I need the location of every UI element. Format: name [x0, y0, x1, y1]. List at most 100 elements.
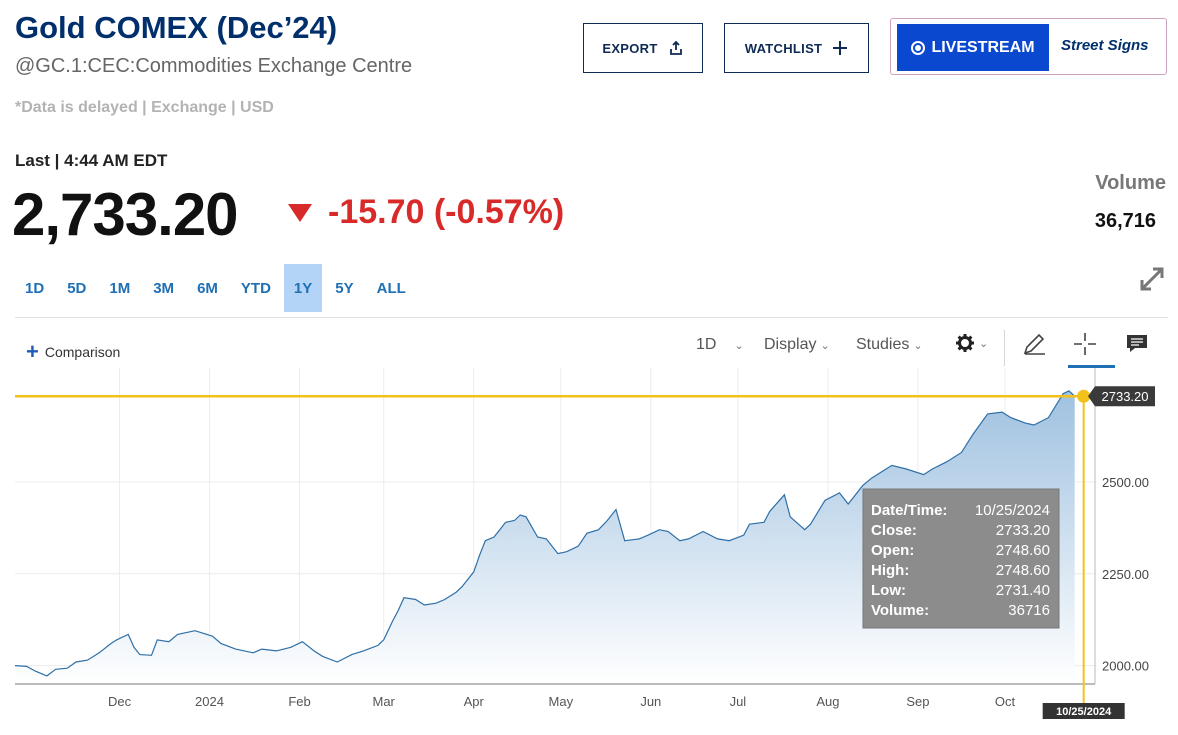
range-5y[interactable]: 5Y — [335, 279, 354, 297]
range-6m[interactable]: 6M — [197, 279, 218, 297]
data-point — [434, 602, 437, 605]
data-point — [1067, 389, 1070, 392]
display-dropdown[interactable]: Display ⌄ — [764, 336, 830, 354]
x-tick-label: May — [549, 694, 574, 709]
data-point — [742, 534, 745, 537]
livestream-button[interactable]: LIVESTREAM — [897, 24, 1049, 71]
volume-value: 36,716 — [1094, 210, 1156, 232]
share-icon — [669, 40, 682, 55]
data-point — [803, 528, 806, 531]
last-value-label: 2733.20 — [1102, 389, 1149, 404]
data-point — [234, 648, 237, 651]
data-point — [838, 491, 841, 494]
chevron-down-icon: ⌄ — [820, 339, 830, 352]
data-point — [138, 653, 141, 656]
studies-label: Studies — [856, 336, 910, 353]
data-point — [702, 530, 705, 533]
tooltip-label: Date/Time: — [871, 502, 947, 519]
interval-dropdown[interactable]: 1D ⌄ — [696, 336, 744, 354]
comparison-button[interactable]: + Comparison — [26, 339, 120, 365]
range-1d[interactable]: 1D — [25, 279, 45, 297]
tooltip-value: 10/25/2024 — [975, 502, 1050, 519]
range-1y[interactable]: 1Y — [283, 264, 323, 312]
range-3m[interactable]: 3M — [153, 279, 175, 297]
x-tick-label: Oct — [995, 694, 1016, 709]
data-point — [1062, 392, 1065, 395]
change-value: -15.70 (-0.57%) — [328, 193, 565, 231]
data-point — [382, 638, 385, 641]
data-point — [313, 649, 316, 652]
data-point — [493, 536, 496, 539]
data-point — [498, 528, 501, 531]
chevron-down-icon: ⌄ — [734, 339, 744, 352]
y-tick-label: 2250.00 — [1102, 567, 1149, 582]
volume-label: Volume — [1095, 172, 1166, 194]
watchlist-button[interactable]: WATCHLIST — [724, 23, 869, 73]
crosshair-overlay: 2733.20 10/25/2024 Date/Time: 10/25/2024 Clo… — [15, 386, 1155, 719]
crosshair-marker — [1077, 389, 1091, 403]
tooltip-value: 2731.40 — [996, 582, 1050, 599]
data-point — [455, 591, 458, 594]
data-point — [687, 537, 690, 540]
chevron-down-icon: ⌄ — [979, 337, 989, 350]
crosshair-icon[interactable] — [1072, 331, 1098, 357]
data-point — [513, 519, 516, 522]
data-point — [931, 468, 934, 471]
range-1m[interactable]: 1M — [109, 279, 131, 297]
data-point — [524, 515, 527, 518]
price-area — [15, 390, 1075, 684]
data-point — [1047, 416, 1050, 419]
range-selector: 1D 5D 1M 3M 6M YTD 1Y 5Y ALL — [15, 264, 419, 312]
data-point — [350, 653, 353, 656]
studies-dropdown[interactable]: Studies ⌄ — [856, 336, 923, 354]
data-point — [1033, 423, 1036, 426]
tooltip-label: High: — [871, 562, 909, 579]
export-label: EXPORT — [602, 40, 658, 56]
data-point — [275, 649, 278, 652]
data-point — [667, 530, 670, 533]
data-point — [176, 633, 179, 636]
data-point — [585, 532, 588, 535]
data-point — [484, 539, 487, 542]
data-point — [545, 537, 548, 540]
settings-dropdown[interactable]: ⌄ — [955, 333, 988, 353]
display-label: Display — [764, 336, 817, 353]
x-tick-label: Sep — [906, 694, 929, 709]
data-point — [98, 651, 101, 654]
toolbar-divider — [1004, 330, 1005, 366]
x-tick-label: Dec — [108, 694, 132, 709]
last-time-label: Last | 4:44 AM EDT — [15, 151, 168, 170]
data-point — [728, 539, 731, 542]
watchlist-label: WATCHLIST — [744, 40, 823, 56]
export-button[interactable]: EXPORT — [583, 23, 703, 73]
data-point — [211, 635, 214, 638]
street-signs-link[interactable]: Street Signs — [1061, 37, 1149, 54]
data-point — [504, 521, 507, 524]
x-tick-label: Aug — [816, 694, 839, 709]
comment-icon[interactable] — [1125, 331, 1151, 357]
chart-axes: Dec 2024 Feb Mar Apr May Jun Jul Aug Sep Oct 2000.0… — [15, 368, 1149, 709]
pencil-icon[interactable] — [1021, 331, 1047, 357]
delayed-note: *Data is delayed | Exchange | USD — [15, 99, 274, 116]
tooltip-value: 2748.60 — [996, 562, 1050, 579]
range-5d[interactable]: 5D — [67, 279, 87, 297]
data-point — [220, 642, 223, 645]
data-point — [25, 665, 28, 668]
data-point — [556, 552, 559, 555]
crosshair-date-tag — [1042, 703, 1125, 719]
tooltip-label: Close: — [871, 522, 917, 539]
range-ytd[interactable]: YTD — [240, 279, 271, 297]
range-all[interactable]: ALL — [376, 279, 406, 297]
crosshair-active-indicator — [1068, 365, 1115, 368]
crosshair-date-label: 10/25/2024 — [1056, 706, 1112, 718]
data-point — [945, 460, 948, 463]
data-tooltip — [862, 488, 1060, 629]
data-point — [597, 528, 600, 531]
data-point — [260, 648, 263, 651]
price-chart[interactable]: Dec 2024 Feb Mar Apr May Jun Jul Aug Sep Oct 2000.0… — [0, 368, 1178, 735]
x-tick-label: 2024 — [195, 694, 224, 709]
data-point — [783, 493, 786, 496]
data-point — [45, 674, 48, 677]
data-point — [403, 596, 406, 599]
expand-icon[interactable] — [1136, 263, 1168, 295]
